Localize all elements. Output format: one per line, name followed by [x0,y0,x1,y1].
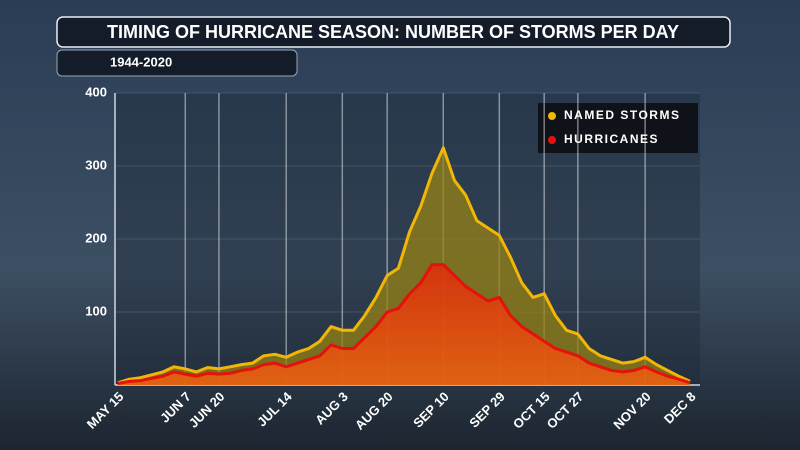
legend-marker [548,136,556,144]
line [117,263,691,385]
line [117,146,691,385]
subtitle-banner [56,49,298,77]
y-tick-label: 300 [85,157,107,172]
chart-subtitle: 1944-2020 [110,54,172,69]
y-tick-label: 100 [85,303,107,318]
legend-label: NAMED STORMS [564,108,680,122]
legend-box [538,103,698,153]
chart-title: TIMING OF HURRICANE SEASON: NUMBER OF ST… [107,22,679,42]
y-tick-label: 400 [85,84,107,99]
y-tick-label: 200 [85,230,107,245]
area [118,147,690,385]
area [118,264,690,385]
title-banner [56,16,731,48]
legend-label: HURRICANES [564,132,659,146]
legend-marker [548,112,556,120]
